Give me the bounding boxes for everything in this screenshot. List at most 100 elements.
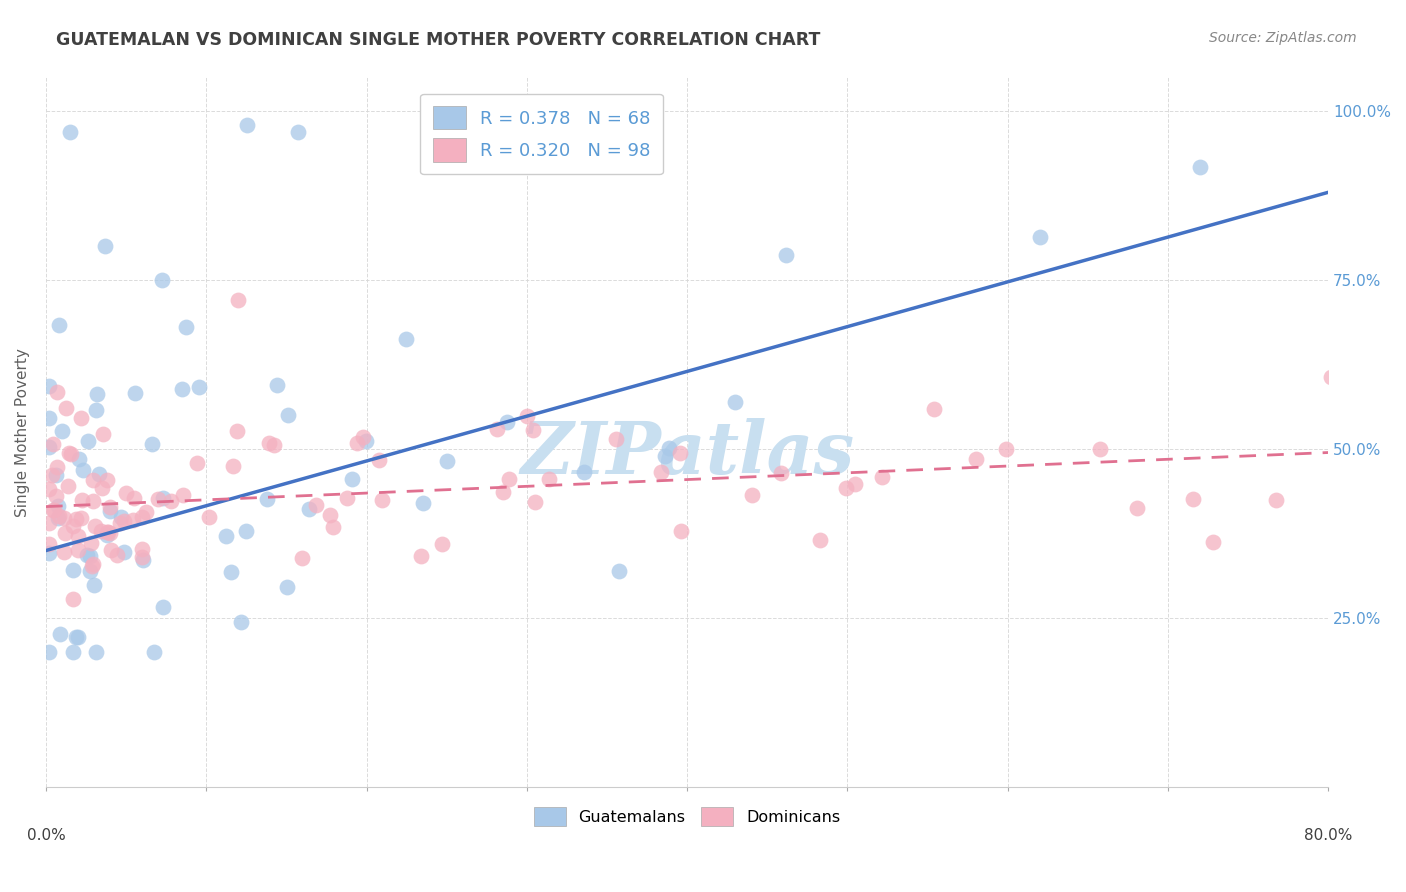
Point	[354, 434, 377, 449]
Point	[82, 557, 104, 571]
Point	[671, 524, 693, 539]
Point	[66, 630, 89, 644]
Point	[257, 435, 280, 450]
Point	[98, 500, 121, 515]
Point	[266, 378, 288, 392]
Point	[96, 473, 118, 487]
Point	[83, 578, 105, 592]
Point	[135, 505, 157, 519]
Point	[808, 533, 831, 548]
Point	[370, 492, 392, 507]
Point	[263, 438, 285, 452]
Point	[114, 486, 136, 500]
Point	[122, 513, 145, 527]
Point	[409, 549, 432, 563]
Point	[522, 423, 544, 437]
Point	[98, 503, 121, 517]
Point	[605, 432, 627, 446]
Point	[1181, 491, 1204, 506]
Y-axis label: Single Mother Poverty: Single Mother Poverty	[15, 348, 30, 516]
Point	[436, 453, 458, 467]
Point	[38, 410, 60, 425]
Point	[322, 520, 344, 534]
Point	[1202, 535, 1225, 549]
Point	[1088, 442, 1111, 456]
Point	[72, 463, 94, 477]
Point	[870, 470, 893, 484]
Point	[38, 379, 60, 393]
Point	[90, 524, 112, 539]
Point	[110, 516, 132, 530]
Point	[122, 491, 145, 505]
Point	[291, 551, 314, 566]
Point	[76, 434, 98, 448]
Point	[395, 333, 418, 347]
Point	[45, 385, 67, 400]
Point	[994, 442, 1017, 457]
Point	[172, 488, 194, 502]
Point	[491, 485, 513, 500]
Text: 80.0%: 80.0%	[1303, 828, 1353, 843]
Point	[66, 529, 89, 543]
Point	[98, 526, 121, 541]
Point	[58, 445, 80, 459]
Point	[186, 456, 208, 470]
Point	[922, 401, 945, 416]
Point	[219, 566, 242, 580]
Point	[236, 118, 259, 132]
Point	[59, 124, 82, 138]
Point	[91, 426, 114, 441]
Point	[97, 525, 120, 540]
Point	[152, 600, 174, 615]
Point	[305, 499, 328, 513]
Point	[142, 645, 165, 659]
Point	[55, 401, 77, 415]
Point	[67, 452, 90, 467]
Point	[412, 496, 434, 510]
Point	[82, 558, 104, 573]
Point	[741, 488, 763, 502]
Point	[844, 477, 866, 491]
Point	[82, 494, 104, 508]
Point	[198, 509, 221, 524]
Point	[607, 564, 630, 578]
Point	[100, 543, 122, 558]
Point	[352, 430, 374, 444]
Point	[42, 503, 65, 517]
Point	[62, 519, 84, 533]
Point	[235, 524, 257, 538]
Point	[340, 472, 363, 486]
Point	[41, 468, 63, 483]
Point	[1265, 492, 1288, 507]
Point	[96, 524, 118, 539]
Point	[76, 548, 98, 562]
Point	[215, 529, 238, 543]
Point	[70, 493, 93, 508]
Point	[572, 465, 595, 479]
Point	[131, 542, 153, 557]
Point	[56, 479, 79, 493]
Point	[367, 453, 389, 467]
Point	[770, 466, 793, 480]
Point	[38, 546, 60, 560]
Text: ZIPatlas: ZIPatlas	[520, 418, 853, 489]
Point	[1188, 160, 1211, 174]
Point	[83, 518, 105, 533]
Point	[51, 424, 73, 438]
Point	[132, 553, 155, 567]
Text: Source: ZipAtlas.com: Source: ZipAtlas.com	[1209, 31, 1357, 45]
Point	[1028, 230, 1050, 244]
Point	[59, 447, 82, 461]
Point	[131, 550, 153, 565]
Point	[287, 124, 309, 138]
Legend: Guatemalans, Dominicans: Guatemalans, Dominicans	[527, 801, 846, 832]
Point	[276, 580, 298, 594]
Point	[498, 472, 520, 486]
Point	[45, 489, 67, 503]
Point	[89, 467, 111, 481]
Point	[82, 473, 104, 487]
Point	[96, 527, 118, 541]
Point	[222, 459, 245, 474]
Point	[46, 459, 69, 474]
Point	[298, 501, 321, 516]
